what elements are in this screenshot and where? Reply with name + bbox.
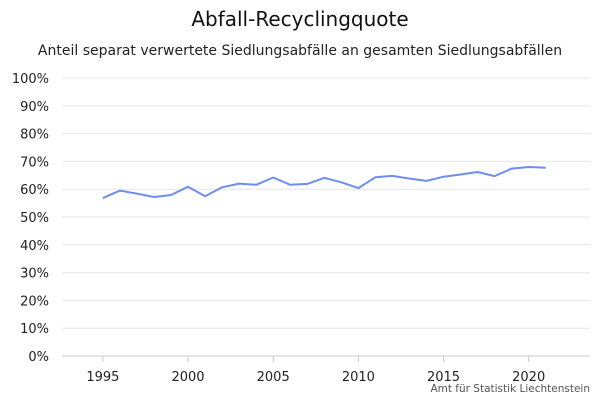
x-tick-label: 1995 — [86, 370, 119, 385]
x-tick-label: 2015 — [427, 370, 460, 385]
x-tick-label: 2020 — [512, 370, 545, 385]
series-line — [102, 166, 546, 200]
y-tick-label: 40% — [20, 239, 49, 254]
chart-title: Abfall-Recyclingquote — [191, 7, 409, 31]
x-tick-label: 2000 — [171, 370, 204, 385]
y-tick-label: 50% — [20, 211, 49, 226]
source-note: Amt für Statistik Liechtenstein — [430, 383, 590, 395]
x-tick-label: 2005 — [257, 370, 290, 385]
y-tick-label: 0% — [28, 350, 49, 365]
y-tick-label: 20% — [20, 294, 49, 309]
x-axis: 1995 2000 2005 2010 2015 2020 — [86, 356, 545, 385]
y-axis: 0% 10% 20% 30% 40% 50% 60% 70% 80% 90% 100% — [12, 72, 49, 365]
x-tick-label: 2010 — [342, 370, 375, 385]
chart-subtitle: Anteil separat verwertete Siedlungsabfäl… — [37, 43, 563, 59]
y-tick-label: 80% — [20, 128, 49, 143]
y-tick-label: 30% — [20, 267, 49, 282]
gridlines — [62, 77, 590, 357]
y-tick-label: 60% — [20, 183, 49, 198]
y-tick-label: 100% — [12, 72, 49, 87]
y-tick-label: 10% — [20, 322, 49, 337]
y-tick-label: 70% — [20, 155, 49, 170]
y-tick-label: 90% — [20, 100, 49, 115]
series-layer — [102, 166, 546, 200]
